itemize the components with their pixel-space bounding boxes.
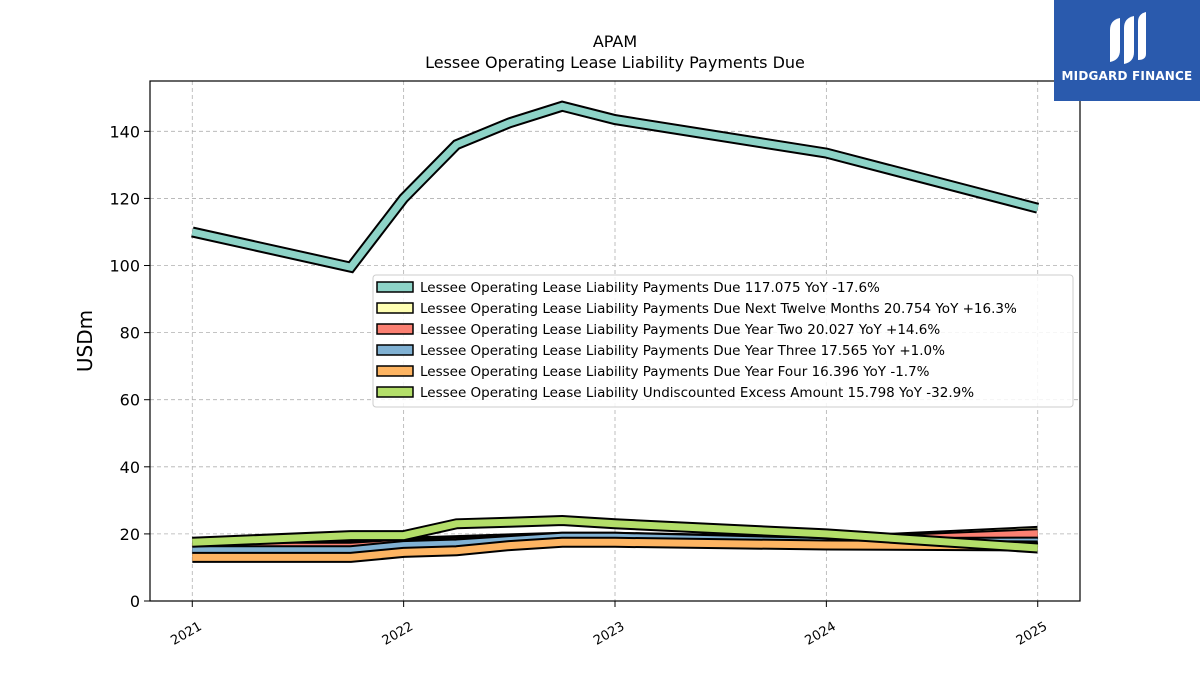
y-tick-label: 100 xyxy=(109,257,140,276)
y-axis: 0 20 40 60 80 100 120 140 xyxy=(109,122,150,611)
x-tick-label: 2021 xyxy=(168,619,204,649)
y-tick-label: 20 xyxy=(120,525,140,544)
y-tick-label: 60 xyxy=(120,391,140,410)
series-line xyxy=(192,538,1038,561)
legend: Lessee Operating Lease Liability Payment… xyxy=(372,274,1074,408)
y-tick-label: 0 xyxy=(130,592,140,611)
legend-entry: Lessee Operating Lease Liability Payment… xyxy=(420,364,930,380)
legend-swatch xyxy=(376,281,414,293)
legend-entry: Lessee Operating Lease Liability Payment… xyxy=(420,343,945,359)
legend-swatch xyxy=(376,344,414,356)
midgard-finance-logo: MIDGARD FINANCE xyxy=(1054,0,1200,101)
x-tick-label: 2024 xyxy=(803,619,839,649)
series-line xyxy=(191,102,1039,272)
legend-swatch xyxy=(376,323,414,335)
series-0 xyxy=(191,100,1040,274)
y-tick-label: 40 xyxy=(120,458,140,477)
chart-title: APAM xyxy=(593,32,637,51)
y-axis-label: USDm xyxy=(73,310,97,372)
legend-entry: Lessee Operating Lease Liability Payment… xyxy=(420,280,880,296)
legend-box xyxy=(372,274,1074,408)
y-tick-label: 140 xyxy=(109,122,140,141)
x-tick-label: 2023 xyxy=(591,619,627,649)
series-5 xyxy=(192,514,1039,554)
legend-swatch xyxy=(376,386,414,398)
series-4 xyxy=(192,536,1038,563)
logo-text: MIDGARD FINANCE xyxy=(1061,69,1193,83)
chart-subtitle: Lessee Operating Lease Liability Payment… xyxy=(425,53,805,72)
x-tick-label: 2022 xyxy=(380,619,416,649)
legend-entry: Lessee Operating Lease Liability Undisco… xyxy=(420,385,974,401)
legend-entry: Lessee Operating Lease Liability Payment… xyxy=(420,322,940,338)
y-tick-label: 120 xyxy=(109,189,140,208)
legend-swatch xyxy=(376,365,414,377)
midgard-logo-icon xyxy=(1110,12,1146,64)
y-tick-label: 80 xyxy=(120,324,140,343)
series-line xyxy=(192,516,1038,552)
x-tick-label: 2025 xyxy=(1014,619,1050,649)
legend-entry: Lessee Operating Lease Liability Payment… xyxy=(420,301,1017,317)
series-group xyxy=(191,100,1040,563)
x-axis: 2021 2022 2023 2024 2025 xyxy=(168,601,1050,649)
legend-swatch xyxy=(376,302,414,314)
